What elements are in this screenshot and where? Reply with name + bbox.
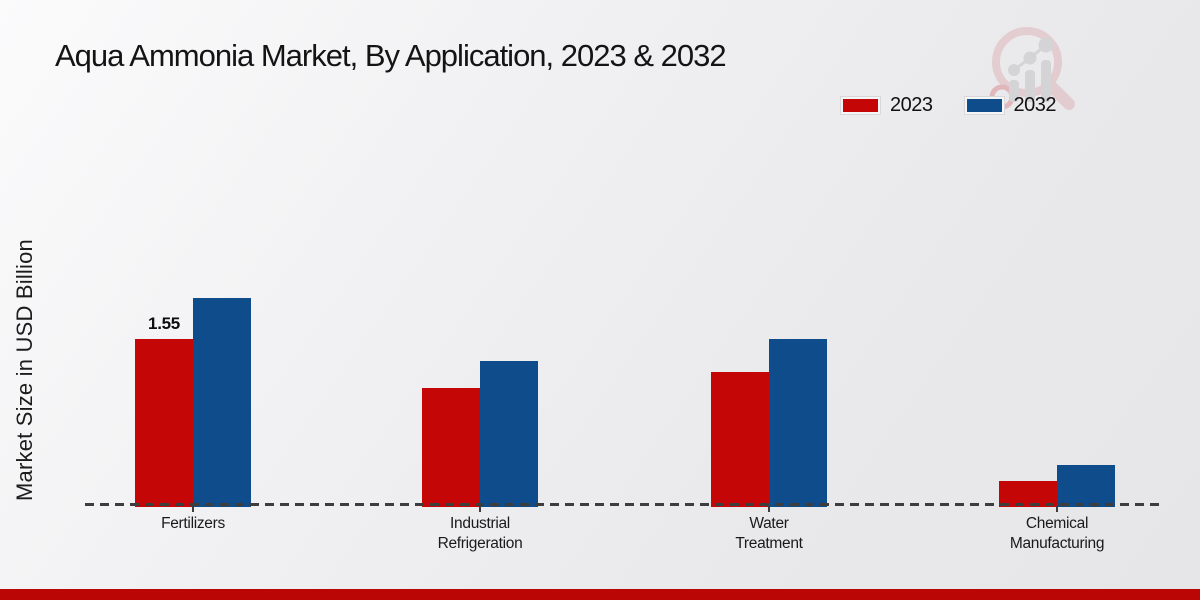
category-label: Water Treatment [735,515,803,552]
bar-2032-water-treatment [769,339,827,507]
bar-2023-water-treatment [711,372,769,507]
legend-swatch-2032 [966,99,1002,112]
x-axis-tick [192,506,194,512]
legend-label: 2023 [890,94,933,116]
legend-label: 2032 [1013,94,1057,116]
bar-2023-industrial-refrigeration [422,388,480,507]
legend-item-2032: 2032 [966,94,1057,117]
footer-accent-bar [0,589,1200,600]
bar-2032-chemical-manufacturing [1057,465,1115,507]
category-label: Fertilizers [161,515,225,532]
brand-watermark-magnifier-chart-icon [989,27,1075,110]
y-axis-label: Market Size in USD Billion [12,239,37,501]
x-axis-tick [768,506,770,512]
x-axis-tick [479,506,481,512]
legend-item-2023: 2023 [843,94,933,117]
bar-value-label: 1.55 [148,314,180,333]
chart-title: Aqua Ammonia Market, By Application, 202… [55,38,727,73]
legend-swatch-2023 [843,99,878,112]
legend: 2023 2032 [843,94,1056,117]
bar-2023-fertilizers [135,339,193,507]
x-axis-baseline [85,503,1165,506]
category-label: Chemical Manufacturing [1009,515,1105,552]
bar-2032-fertilizers [193,298,251,507]
x-axis-tick [1056,506,1058,512]
bar-2032-industrial-refrigeration [480,361,538,507]
category-label: Industrial Refrigeration [437,515,523,552]
bar-2023-chemical-manufacturing [999,481,1057,507]
